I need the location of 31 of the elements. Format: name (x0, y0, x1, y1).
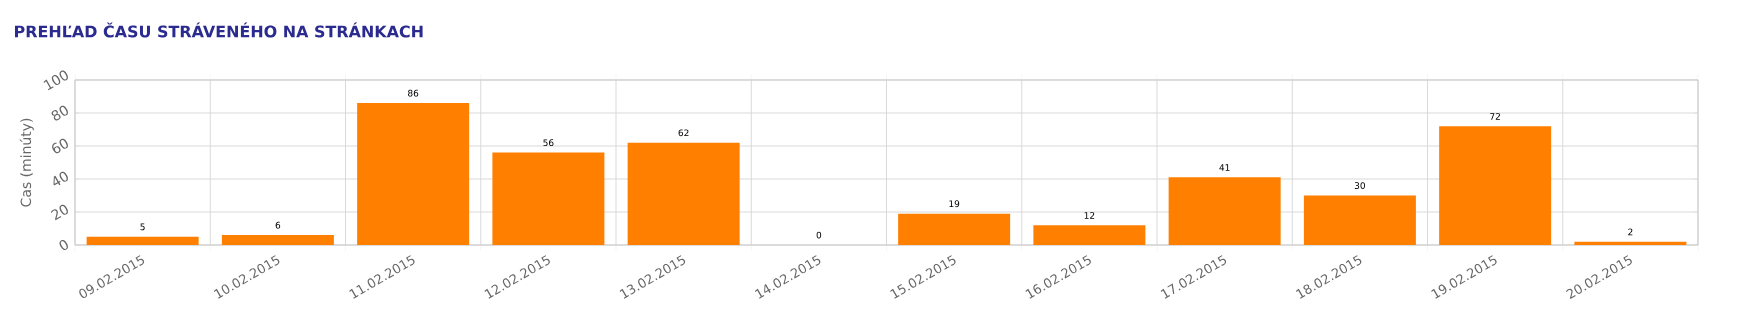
bar (898, 213, 1011, 245)
bar (1033, 225, 1146, 245)
y-tick-label: 20 (50, 204, 68, 221)
data-label: 6 (275, 221, 281, 229)
bar (221, 235, 334, 245)
y-tick-label: 0 (59, 239, 68, 251)
data-label: 72 (1490, 113, 1500, 120)
bar (1303, 195, 1416, 245)
bar (1574, 241, 1687, 245)
y-tick-label: 80 (51, 105, 68, 121)
data-label: 2 (1628, 228, 1633, 236)
y-tick-label: 100 (43, 70, 68, 91)
data-label: 19 (949, 200, 960, 208)
y-tick-label: 40 (53, 171, 68, 186)
bar (357, 103, 470, 245)
data-label: 56 (543, 139, 554, 147)
data-label: 86 (408, 89, 419, 97)
bar (627, 142, 740, 245)
bar (1439, 126, 1552, 245)
bar (86, 236, 199, 245)
y-tick-label: 60 (52, 138, 68, 154)
data-label: 30 (1354, 182, 1365, 189)
data-label: 5 (140, 223, 145, 231)
data-label: 41 (1219, 164, 1230, 171)
data-label: 12 (1084, 212, 1095, 219)
bar (1168, 177, 1281, 245)
chart-title: PREHĽAD ČASU STRÁVENÉHO NA STRÁNKACH (15, 22, 423, 38)
data-label: 0 (816, 231, 822, 239)
data-label: 62 (678, 129, 689, 137)
y-axis-title: Cas (minúty) (19, 118, 34, 207)
bar (492, 152, 605, 245)
